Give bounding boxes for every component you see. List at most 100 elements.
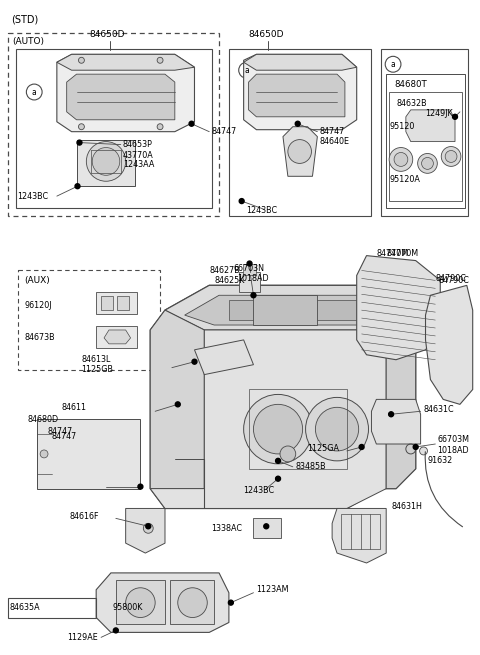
Bar — [96, 292, 137, 314]
Circle shape — [126, 588, 155, 618]
Circle shape — [421, 157, 433, 170]
Text: 1129AE: 1129AE — [67, 633, 97, 642]
Circle shape — [244, 394, 312, 464]
Polygon shape — [425, 286, 473, 404]
Circle shape — [92, 147, 120, 176]
Text: 1243BC: 1243BC — [247, 206, 278, 215]
Text: 84770M: 84770M — [386, 249, 418, 258]
Circle shape — [264, 524, 269, 529]
Text: 84650D: 84650D — [89, 30, 125, 39]
Bar — [101, 296, 113, 310]
Bar — [229, 300, 288, 320]
Circle shape — [413, 445, 418, 449]
Text: 43770A: 43770A — [123, 151, 154, 160]
Bar — [239, 272, 260, 292]
Text: 91632: 91632 — [428, 457, 453, 465]
Polygon shape — [194, 340, 253, 375]
Text: 84616F: 84616F — [70, 512, 99, 521]
Text: 84640E: 84640E — [319, 137, 349, 146]
Polygon shape — [126, 508, 165, 553]
Polygon shape — [96, 573, 229, 632]
Polygon shape — [283, 126, 317, 176]
Text: 1018AD: 1018AD — [237, 274, 268, 283]
Text: 84611: 84611 — [62, 403, 87, 412]
Circle shape — [453, 115, 457, 119]
Text: 96120J: 96120J — [24, 301, 52, 310]
Text: (AUX): (AUX) — [24, 276, 50, 286]
Polygon shape — [332, 508, 386, 563]
Circle shape — [77, 140, 82, 145]
Polygon shape — [244, 54, 357, 70]
Text: 84680D: 84680D — [27, 415, 59, 424]
Polygon shape — [37, 419, 141, 489]
Circle shape — [138, 484, 143, 489]
Text: (STD): (STD) — [11, 14, 38, 25]
Circle shape — [306, 398, 369, 461]
Circle shape — [253, 404, 302, 454]
Text: 95120: 95120 — [389, 122, 415, 131]
Text: 66703M: 66703M — [437, 434, 469, 443]
Text: 84613L: 84613L — [82, 355, 111, 364]
Polygon shape — [357, 255, 440, 360]
Text: (AUTO): (AUTO) — [12, 37, 45, 47]
Text: 84747: 84747 — [52, 432, 77, 441]
Bar — [381, 49, 468, 216]
Circle shape — [86, 141, 126, 181]
Circle shape — [239, 198, 244, 204]
Bar — [8, 33, 219, 216]
Polygon shape — [150, 310, 204, 489]
Circle shape — [75, 184, 80, 189]
Circle shape — [228, 600, 233, 605]
Circle shape — [315, 407, 359, 451]
Polygon shape — [372, 400, 420, 444]
Bar — [8, 598, 96, 618]
Text: 84790C: 84790C — [438, 276, 469, 285]
Text: 1243AA: 1243AA — [123, 160, 154, 169]
Text: 84631H: 84631H — [391, 502, 422, 511]
Circle shape — [157, 57, 163, 64]
Text: 1249JK: 1249JK — [425, 109, 453, 119]
Circle shape — [394, 153, 408, 166]
Polygon shape — [253, 295, 317, 325]
Polygon shape — [104, 330, 131, 344]
Circle shape — [175, 402, 180, 407]
Circle shape — [247, 261, 252, 266]
Text: 1123AM: 1123AM — [256, 586, 289, 594]
Text: 83485B: 83485B — [296, 462, 326, 472]
Text: a: a — [32, 88, 36, 96]
Polygon shape — [165, 286, 416, 330]
Polygon shape — [185, 295, 401, 325]
Text: a: a — [244, 66, 249, 75]
Circle shape — [157, 124, 163, 130]
Circle shape — [288, 140, 312, 163]
Bar — [249, 390, 347, 469]
Circle shape — [441, 147, 461, 166]
Circle shape — [192, 359, 197, 364]
Text: 84747: 84747 — [319, 127, 345, 136]
Text: 84790C: 84790C — [435, 274, 466, 283]
Bar — [170, 580, 214, 624]
Circle shape — [276, 476, 280, 481]
Bar — [18, 271, 160, 369]
Text: 1125GB: 1125GB — [82, 365, 113, 374]
Circle shape — [389, 147, 413, 172]
Polygon shape — [57, 54, 194, 70]
Circle shape — [78, 124, 84, 130]
Bar — [253, 518, 281, 538]
Bar — [243, 263, 256, 276]
Circle shape — [144, 523, 153, 533]
Circle shape — [178, 588, 207, 618]
Polygon shape — [249, 74, 345, 117]
Circle shape — [445, 151, 457, 162]
Bar — [298, 300, 357, 320]
Circle shape — [251, 293, 256, 298]
Text: 84653P: 84653P — [123, 140, 153, 149]
Bar — [229, 49, 372, 216]
Text: 84631C: 84631C — [423, 405, 454, 414]
Circle shape — [189, 121, 194, 126]
Text: 1338AC: 1338AC — [211, 524, 242, 533]
Text: 84650D: 84650D — [249, 30, 284, 39]
Bar — [389, 92, 462, 201]
Bar — [116, 580, 165, 624]
Bar — [341, 514, 380, 549]
